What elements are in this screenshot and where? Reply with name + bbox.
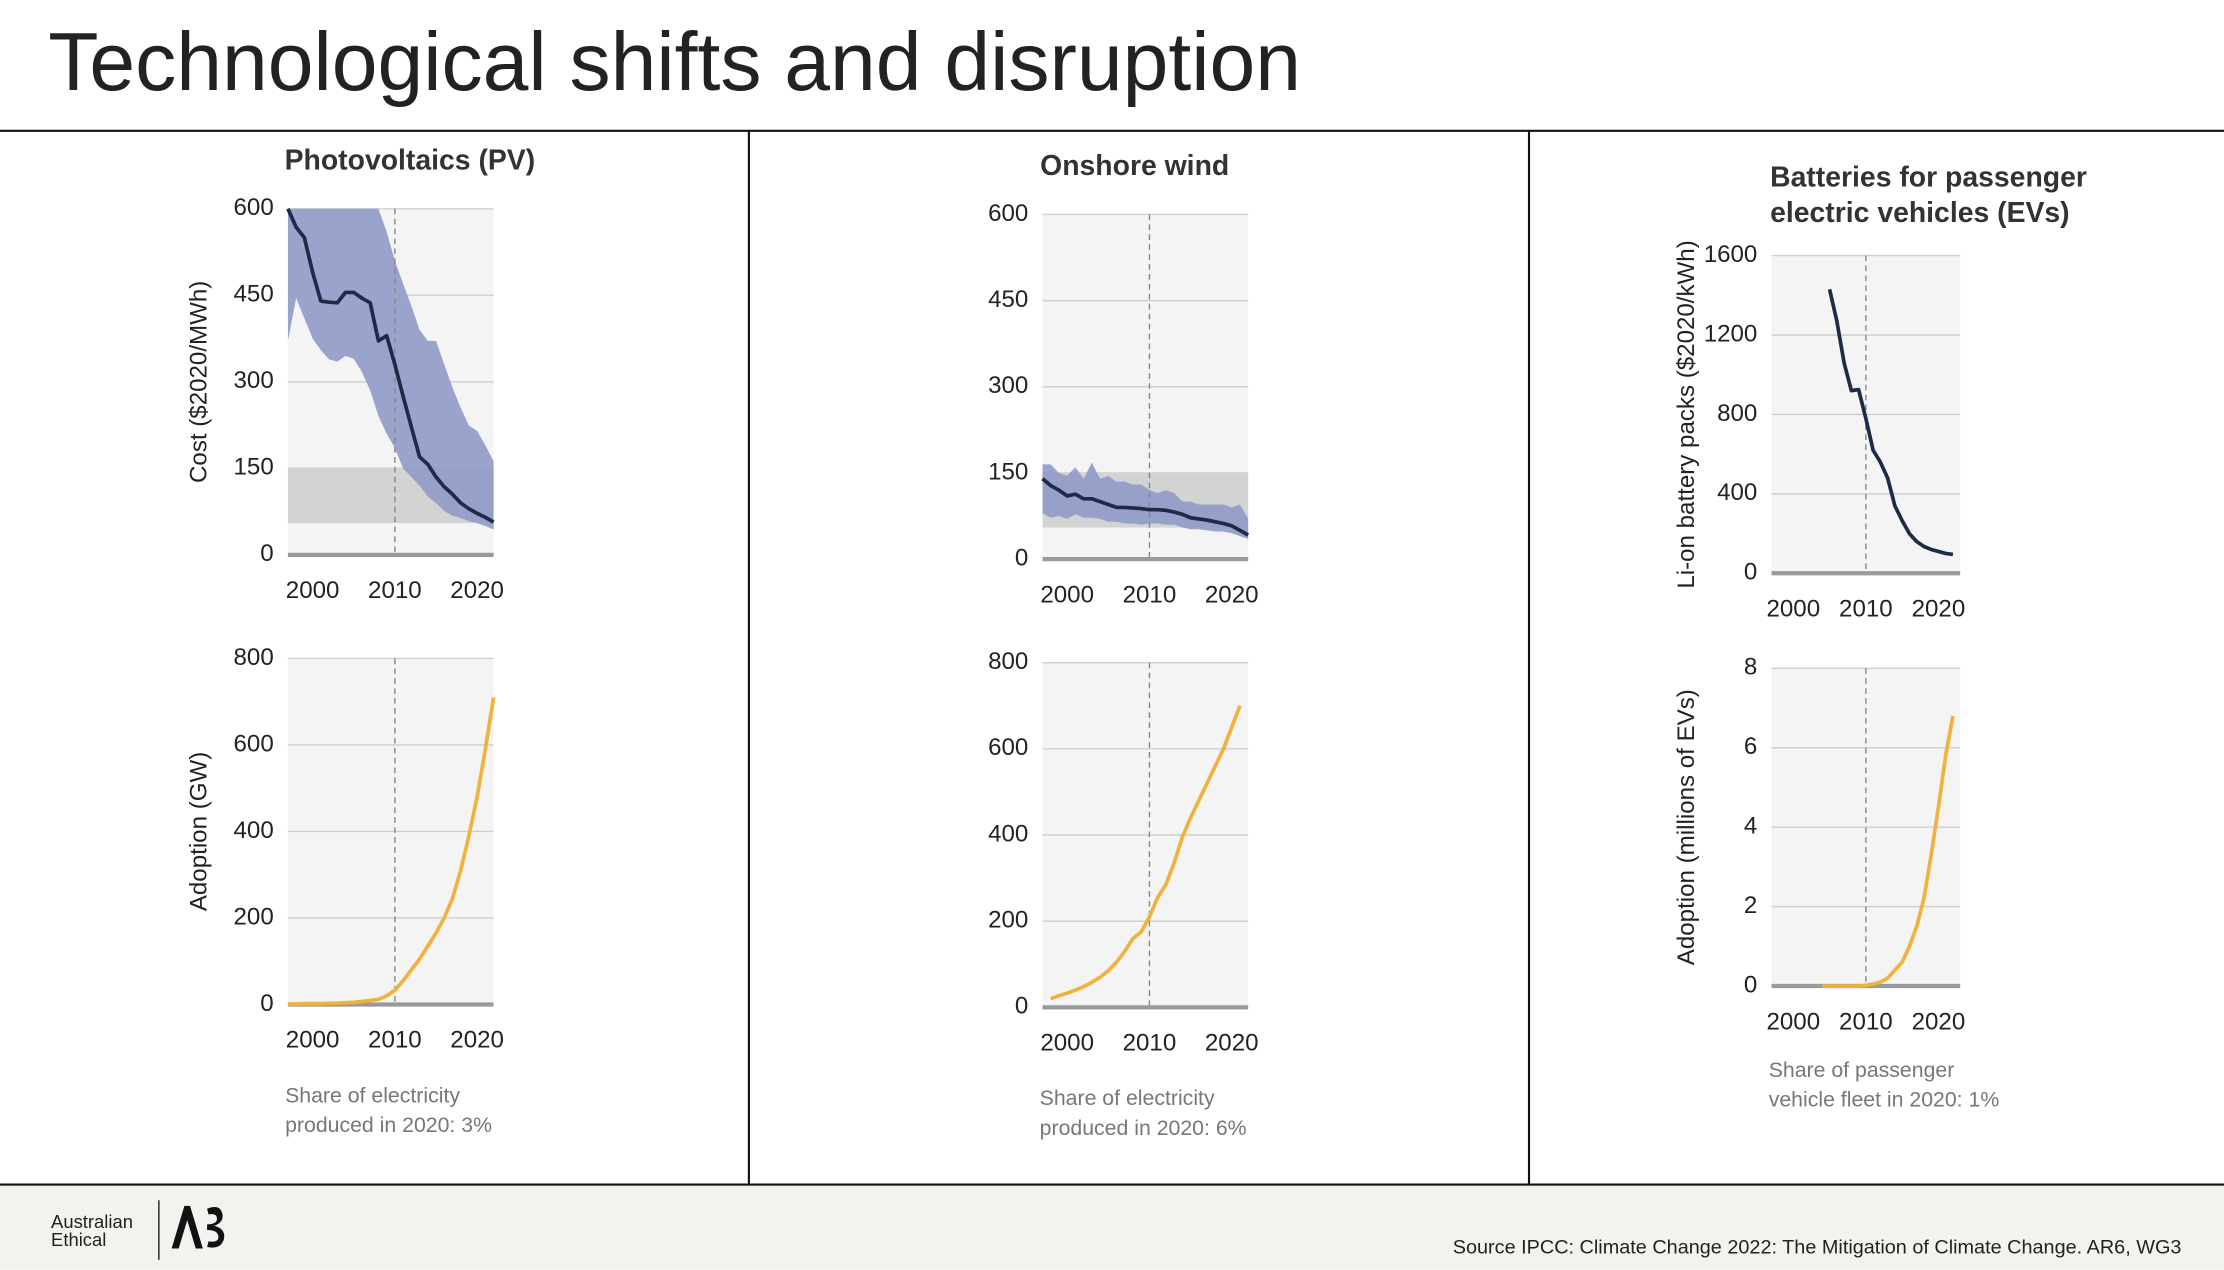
y-tick-label: 150 [988,458,1028,485]
brand-logo [171,1205,225,1249]
x-tick-label: 2020 [1912,1008,1966,1035]
data-line [286,208,495,524]
x-tick-label: 2000 [286,1027,340,1054]
source: Source IPCC: Climate Change 2022: The Mi… [1453,1237,2182,1259]
y-axis-label: Cost ($2020/MWh) [185,281,212,483]
y-tick-label: 2 [1744,892,1757,919]
x-tick-label: 2000 [1040,581,1094,608]
y-tick-label: 450 [988,286,1028,313]
y-tick-label: 0 [260,540,273,567]
x-tick-label: 2020 [1205,1030,1259,1057]
y-tick-label: 600 [988,200,1028,227]
brand-name: Australian [51,1211,133,1232]
y-tick-label: 1200 [1704,320,1758,347]
y-axis-label: Adoption (GW) [185,752,212,911]
y-tick-label: 200 [234,903,274,930]
x-tick-label: 2010 [368,577,422,604]
y-tick-label: 0 [1015,993,1028,1020]
chart-title: Batteries for passenger [1770,161,2087,193]
chart-note: vehicle fleet in 2020: 1% [1769,1088,2000,1112]
y-tick-label: 8 [1744,654,1757,681]
x-tick-label: 2010 [1123,1030,1177,1057]
y-tick-label: 400 [1717,479,1757,506]
y-tick-label: 150 [234,454,274,481]
data-line [1050,705,1242,1001]
y-tick-label: 4 [1744,813,1757,840]
footer [0,1184,2224,1270]
chart-title: electric vehicles (EVs) [1770,197,2070,229]
chart-note: Share of electricity [1040,1086,1215,1110]
data-line [1041,477,1250,537]
slide-title: Technological shifts and disruption [48,17,1301,108]
x-tick-label: 2020 [450,1027,504,1054]
range-band [287,208,494,530]
x-tick-label: 2000 [286,577,340,604]
y-tick-label: 600 [234,194,274,221]
y-tick-label: 0 [1744,971,1757,998]
y-tick-label: 6 [1744,733,1757,760]
y-tick-label: 600 [234,730,274,757]
y-tick-label: 800 [234,644,274,671]
x-tick-label: 2010 [368,1027,422,1054]
brand-name: Ethical [51,1229,106,1250]
y-tick-label: 600 [988,734,1028,761]
y-tick-label: 400 [234,817,274,844]
y-axis-label: Adoption (millions of EVs) [1673,689,1700,965]
x-tick-label: 2020 [1912,596,1966,623]
y-tick-label: 0 [260,990,273,1017]
y-tick-label: 800 [988,648,1028,675]
chart-title: Onshore wind [1040,150,1229,182]
y-tick-label: 450 [234,281,274,308]
x-tick-label: 2020 [1205,581,1259,608]
y-tick-label: 300 [988,372,1028,399]
x-tick-label: 2010 [1123,581,1177,608]
x-tick-label: 2000 [1766,1008,1820,1035]
y-tick-label: 800 [1717,400,1757,427]
y-tick-label: 200 [988,907,1028,934]
chart-note: Share of electricity [285,1083,460,1107]
chart-note: produced in 2020: 6% [1040,1116,1247,1140]
chart-title: Photovoltaics (PV) [285,144,536,176]
x-tick-label: 2010 [1839,1008,1893,1035]
data-line [1822,715,1955,988]
x-tick-label: 2000 [1766,596,1820,623]
y-tick-label: 300 [234,367,274,394]
x-tick-label: 2010 [1839,596,1893,623]
y-tick-label: 0 [1015,544,1028,571]
data-line [1827,288,1954,557]
y-tick-label: 1600 [1704,241,1758,268]
chart-note: produced in 2020: 3% [285,1113,492,1137]
chart-note: Share of passenger [1769,1058,1955,1082]
x-tick-label: 2000 [1040,1030,1094,1057]
y-axis-label: Li-on battery packs ($2020/kWh) [1673,240,1700,588]
x-tick-label: 2020 [450,577,504,604]
y-tick-label: 0 [1744,559,1757,586]
y-tick-label: 400 [988,820,1028,847]
data-line [287,697,496,1006]
